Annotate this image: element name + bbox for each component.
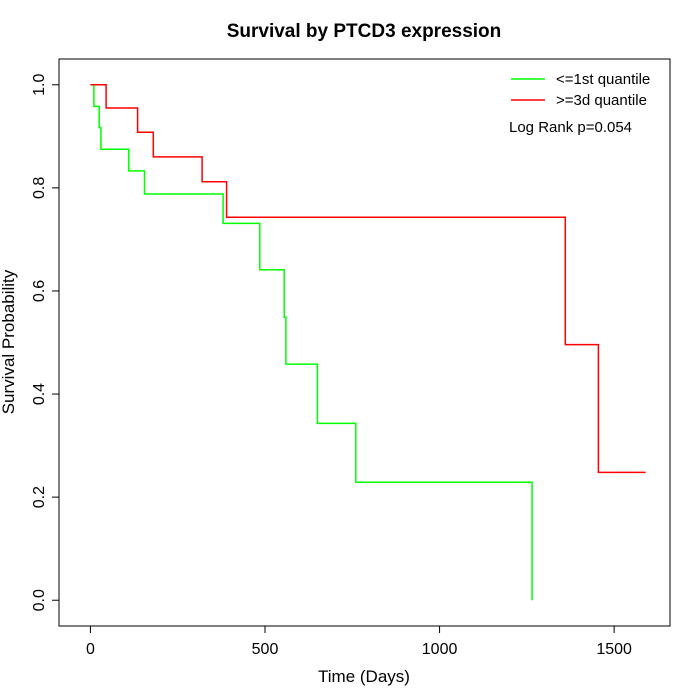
legend-label-low: <=1st quantile: [556, 71, 650, 88]
x-tick-label: 500: [252, 641, 279, 658]
y-tick-label: 0.4: [31, 383, 48, 405]
survival-curve-low: [90, 84, 533, 601]
x-tick-label: 0: [86, 641, 95, 658]
y-tick-label: 1.0: [31, 74, 48, 96]
y-axis: 0.0 0.2 0.4 0.6 0.8 1.0: [31, 74, 60, 611]
series-layer: [90, 84, 646, 601]
x-axis-label: Time (Days): [318, 667, 410, 686]
legend-label-high: >=3d quantile: [556, 92, 647, 109]
x-tick-label: 1500: [596, 641, 632, 658]
y-tick-label: 0.0: [31, 589, 48, 611]
legend: <=1st quantile >=3d quantile Log Rank p=…: [509, 71, 650, 136]
y-tick-label: 0.6: [31, 280, 48, 302]
chart-title: Survival by PTCD3 expression: [227, 21, 502, 42]
x-tick-label: 1000: [422, 641, 458, 658]
y-tick-label: 0.2: [31, 486, 48, 508]
y-tick-label: 0.8: [31, 177, 48, 199]
plot-frame: [58, 58, 671, 627]
x-axis: 0 500 1000 1500: [86, 625, 632, 658]
survival-curve-high: [90, 84, 646, 474]
y-axis-label: Survival Probability: [0, 269, 18, 414]
log-rank-annotation: Log Rank p=0.054: [509, 119, 632, 136]
